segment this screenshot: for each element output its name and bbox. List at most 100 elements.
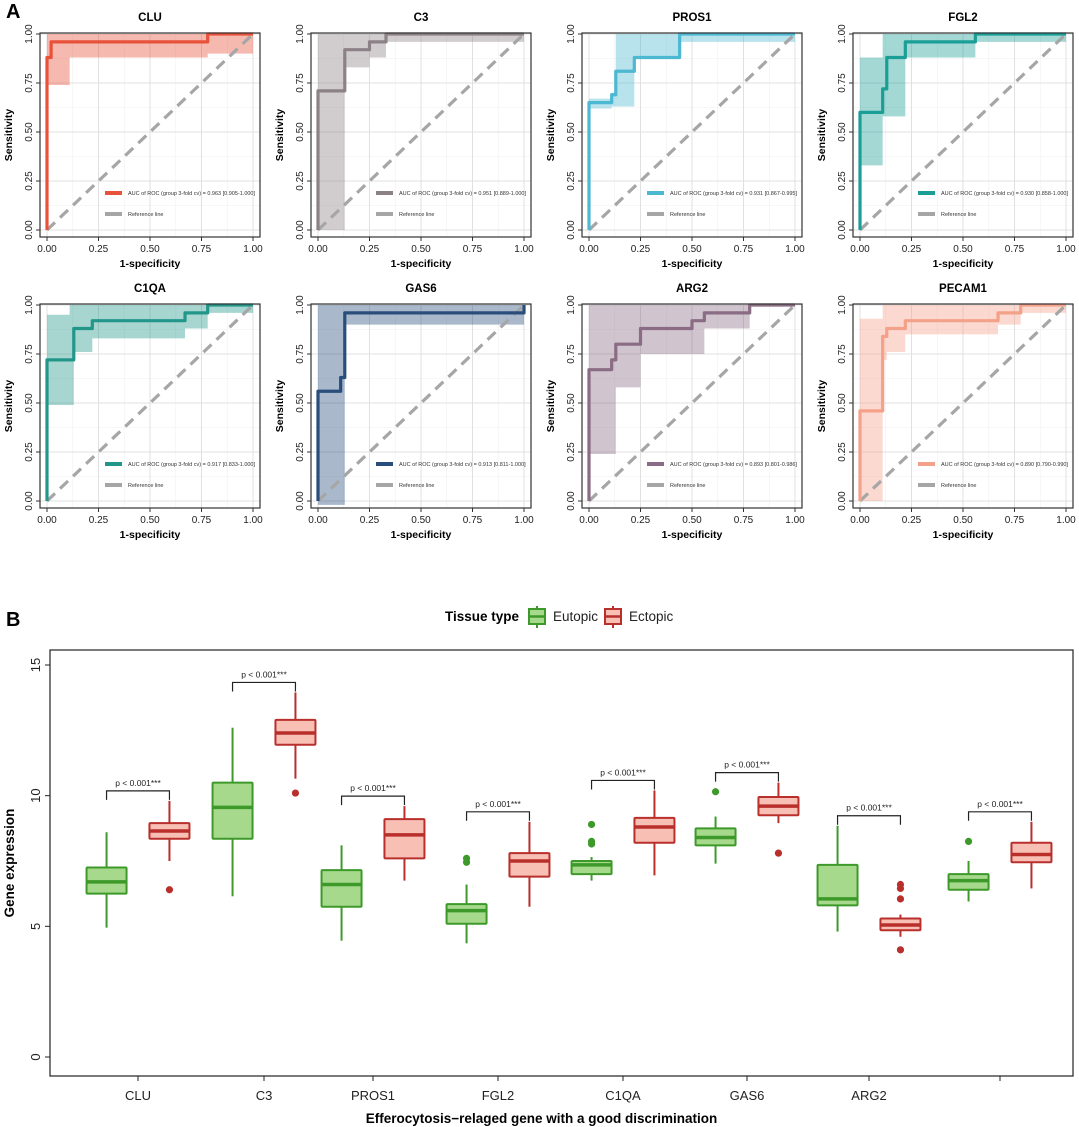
box-eutopic-c1qa	[570, 820, 613, 881]
box-ectopic-fgl2	[508, 821, 551, 907]
x-tick-label: 0.00	[579, 244, 599, 255]
y-tick-label: 1.00	[295, 295, 306, 315]
legend-label-auc: AUC of ROC (group 3-fold cv) = 0.930 [0.…	[941, 191, 1068, 197]
outlier-point	[462, 854, 471, 862]
x-axis-label: 1-specificity	[662, 529, 723, 541]
outlier-point	[291, 789, 300, 797]
y-tick-label: 0.25	[837, 442, 848, 462]
bracket-line	[967, 811, 1033, 821]
legend-label-reference: Reference line	[941, 483, 976, 489]
panel-title: C1QA	[134, 283, 166, 295]
roc-panel-gas6: GAS6 0.000.00 0.25 0.25 0.50 0.50 0.75 0.75 1.00…	[274, 283, 534, 541]
legend-label-auc: AUC of ROC (group 3-fold cv) = 0.931 [0.…	[670, 191, 797, 197]
boxplot-panel: 0 5 10 15 CLU C3 PROS1 FGL2 C1QA GAS6 ARG2 Efferocy…	[2, 606, 1074, 1126]
x-tick-label: 0.50	[411, 515, 431, 526]
x-tick-label: 0.00	[308, 515, 328, 526]
roc-curve	[45, 32, 253, 230]
box-ectopic-pros1	[383, 806, 426, 881]
legend-label-reference: Reference line	[128, 212, 163, 218]
y-axis-label: Gene expression	[2, 809, 17, 918]
legend-label-reference: Reference line	[670, 483, 705, 489]
x-tick-label: 0.50	[682, 244, 702, 255]
p-value-label: p < 0.001***	[600, 767, 646, 777]
x-tick-label: FGL2	[482, 1088, 515, 1103]
legend-item-eutopic: Eutopic	[528, 606, 598, 628]
legend-label-auc: AUC of ROC (group 3-fold cv) = 0.890 [0.…	[941, 462, 1068, 468]
panel-label-a: A	[6, 1, 20, 23]
y-tick-label: 0.50	[24, 393, 35, 413]
p-value-label: p < 0.001***	[724, 760, 770, 770]
box-plot-frame	[49, 649, 1074, 1077]
box-eutopic-c3	[211, 727, 254, 897]
bracket-line	[105, 790, 171, 800]
panel-title: FGL2	[948, 12, 977, 24]
y-tick-label: 0.50	[566, 393, 577, 413]
roc-panel-clu: CLU 0.000.00 0.25 0.25 0.50 0.50 0.75 0.75 1.00 1…	[3, 12, 263, 270]
legend-label-reference: Reference line	[670, 212, 705, 218]
x-tick-label: 0.75	[192, 515, 212, 526]
y-tick-label: 0.25	[24, 442, 35, 462]
x-axis-label: 1-specificity	[120, 529, 181, 541]
y-tick-label: 0.00	[566, 220, 577, 240]
significance-bracket: p < 0.001***	[340, 783, 406, 806]
outlier-point	[896, 880, 905, 889]
roc-panel-pecam1: PECAM1 0.000.00 0.25 0.25 0.50 0.50 0.75 0.75 1.…	[816, 283, 1076, 541]
x-tick-label: ARG2	[851, 1088, 886, 1103]
box-body	[320, 869, 363, 908]
y-tick-label: 10	[28, 788, 43, 802]
legend-label-auc: AUC of ROC (group 3-fold cv) = 0.913 [0.…	[399, 462, 526, 468]
y-tick-label: 0.50	[566, 122, 577, 142]
x-tick-label: 0.75	[734, 515, 754, 526]
box-eutopic-unlabeled	[947, 837, 990, 902]
y-tick-label: 0.75	[295, 344, 306, 364]
roc-panel-c3: C3 0.000.00 0.25 0.25 0.50 0.50 0.75 0.75 1.00 1.…	[274, 12, 534, 270]
legend-label-auc: AUC of ROC (group 3-fold cv) = 0.963 [0.…	[128, 191, 255, 197]
x-tick-label: 0.75	[192, 244, 212, 255]
y-tick-label: 0.00	[24, 220, 35, 240]
y-tick-label: 0.75	[24, 344, 35, 364]
legend-label: Ectopic	[629, 609, 674, 624]
x-tick-label: 0.50	[953, 515, 973, 526]
box-body	[633, 816, 676, 844]
x-axis-label: 1-specificity	[391, 529, 452, 541]
reference-line	[45, 303, 255, 503]
x-tick-label: 1.00	[243, 244, 263, 255]
outlier-point	[587, 820, 596, 829]
legend-title: Tissue type	[445, 609, 520, 624]
legend-label-reference: Reference line	[399, 212, 434, 218]
roc-curve	[45, 303, 253, 501]
x-tick-label: 0.75	[1005, 515, 1025, 526]
legend-label-reference: Reference line	[399, 483, 434, 489]
y-tick-label: 1.00	[837, 24, 848, 44]
box-eutopic-gas6	[694, 788, 737, 864]
p-value-label: p < 0.001***	[846, 803, 892, 813]
box-eutopic-fgl2	[445, 854, 488, 944]
roc-panel-arg2: ARG2 0.000.00 0.25 0.25 0.50 0.50 0.75 0.75 1.00…	[545, 283, 805, 541]
x-tick-label: 1.00	[514, 244, 534, 255]
significance-bracket: p < 0.001***	[590, 767, 656, 790]
x-tick-label: 1.00	[1056, 515, 1076, 526]
x-tick-label: 1.00	[785, 244, 805, 255]
panel-title: PROS1	[673, 12, 713, 24]
x-tick-label: C1QA	[605, 1088, 641, 1103]
panel-title: CLU	[138, 12, 162, 24]
outlier-point	[896, 946, 905, 954]
bracket-line	[714, 771, 780, 782]
p-value-label: p < 0.001***	[977, 799, 1023, 809]
x-tick-label: 0.00	[850, 515, 870, 526]
x-tick-label: 1.00	[514, 515, 534, 526]
y-tick-label: 0.75	[566, 344, 577, 364]
x-tick-label: 0.75	[1005, 244, 1025, 255]
significance-bracket: p < 0.001***	[465, 799, 531, 821]
roc-curve	[316, 32, 524, 230]
box-ectopic-c1qa	[633, 790, 676, 876]
outlier-point	[711, 788, 720, 796]
panel-title: C3	[414, 12, 429, 24]
x-axis-label: 1-specificity	[391, 258, 452, 270]
y-tick-label: 5	[28, 923, 43, 930]
significance-bracket: p < 0.001***	[105, 778, 171, 800]
roc-panel-pros1: PROS1 0.000.00 0.25 0.25 0.50 0.50 0.75 0.75 1.0…	[545, 12, 805, 270]
y-tick-label: 0.00	[295, 491, 306, 511]
x-axis-label: 1-specificity	[933, 529, 994, 541]
